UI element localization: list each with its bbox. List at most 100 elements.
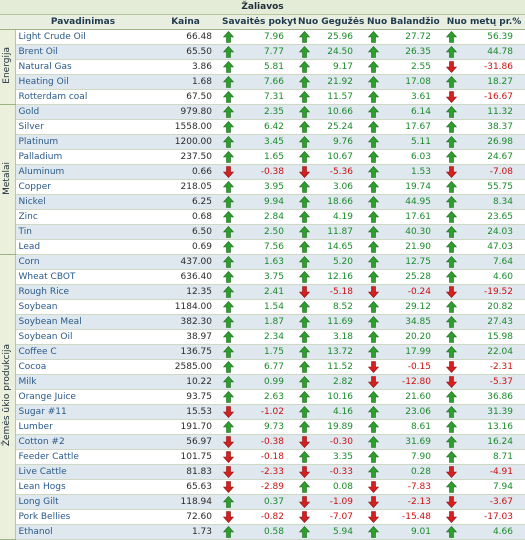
table-row[interactable]: Sugar #11 15.53 -1.02 4.16 23.06 31.39 [0,404,525,420]
since-april-cell[interactable]: 40.30 [365,224,443,240]
since-may-cell[interactable]: 14.65 [296,239,365,255]
week-change-cell[interactable]: 6.77 [220,359,296,375]
ytd-cell[interactable]: 11.32 [443,104,525,120]
since-may-cell[interactable]: 21.92 [296,74,365,90]
week-change-cell[interactable]: -2.89 [220,479,296,495]
table-row[interactable]: Palladium 237.50 1.65 10.67 6.03 24.67 [0,149,525,165]
week-change-cell[interactable]: 2.50 [220,224,296,240]
ytd-cell[interactable]: 55.75 [443,179,525,195]
since-april-cell[interactable]: 0.28 [365,464,443,480]
commodity-name[interactable]: Corn [15,254,151,270]
commodity-price[interactable]: 1558.00 [151,119,220,135]
commodity-price[interactable]: 0.66 [151,164,220,180]
commodity-price[interactable]: 1184.00 [151,299,220,315]
since-april-cell[interactable]: 2.55 [365,59,443,75]
header-ytd[interactable]: Nuo metų pr.% [443,15,525,30]
table-row[interactable]: Pork Bellies 72.60 -0.82 -7.07 -15.48 -17.03 [0,509,525,525]
week-change-cell[interactable]: -0.18 [220,449,296,465]
since-april-cell[interactable]: 1.53 [365,164,443,180]
table-row[interactable]: Žemės ūkio produkcija Corn 437.00 1.63 5.20 1… [0,254,525,540]
week-change-cell[interactable]: 1.87 [220,314,296,330]
commodity-name[interactable]: Soybean Meal [15,314,151,330]
since-may-cell[interactable]: -5.36 [296,164,365,180]
since-april-cell[interactable]: -0.24 [365,284,443,300]
week-change-cell[interactable]: 9.94 [220,194,296,210]
since-april-cell[interactable]: 25.28 [365,269,443,285]
commodity-name[interactable]: Feeder Cattle [15,449,151,465]
since-april-cell[interactable]: 27.72 [365,29,443,45]
ytd-cell[interactable]: 16.24 [443,434,525,450]
since-april-cell[interactable]: 29.12 [365,299,443,315]
commodity-name[interactable]: Lumber [15,419,151,435]
ytd-cell[interactable]: 18.27 [443,74,525,90]
ytd-cell[interactable]: 13.16 [443,419,525,435]
ytd-cell[interactable]: 4.60 [443,269,525,285]
since-may-cell[interactable]: 2.82 [296,374,365,390]
since-april-cell[interactable]: 19.74 [365,179,443,195]
since-may-cell[interactable]: 18.66 [296,194,365,210]
since-april-cell[interactable]: 17.99 [365,344,443,360]
commodity-name[interactable]: Lean Hogs [15,479,151,495]
ytd-cell[interactable]: 8.34 [443,194,525,210]
ytd-cell[interactable]: 31.39 [443,404,525,420]
ytd-cell[interactable]: -17.03 [443,509,525,525]
header-since-may[interactable]: Nuo Gegužės % [296,15,365,30]
since-april-cell[interactable]: 12.75 [365,254,443,270]
since-may-cell[interactable]: 25.24 [296,119,365,135]
commodity-price[interactable]: 3.86 [151,59,220,75]
since-may-cell[interactable]: 11.87 [296,224,365,240]
commodity-price[interactable]: 93.75 [151,389,220,405]
table-row[interactable]: Platinum 1200.00 3.45 9.76 5.11 26.98 [0,134,525,150]
commodity-price[interactable]: 10.22 [151,374,220,390]
commodity-price[interactable]: 65.63 [151,479,220,495]
week-change-cell[interactable]: 7.56 [220,239,296,255]
since-april-cell[interactable]: 7.90 [365,449,443,465]
since-may-cell[interactable]: -5.18 [296,284,365,300]
commodity-price[interactable]: 136.75 [151,344,220,360]
commodity-name[interactable]: Long Gilt [15,494,151,510]
week-change-cell[interactable]: 5.81 [220,59,296,75]
week-change-cell[interactable]: 6.42 [220,119,296,135]
commodity-price[interactable]: 2585.00 [151,359,220,375]
commodity-price[interactable]: 218.05 [151,179,220,195]
since-april-cell[interactable]: 17.61 [365,209,443,225]
table-row[interactable]: Rotterdam coal 67.50 7.31 11.57 3.61 -16.67 [0,89,525,105]
since-april-cell[interactable]: 21.90 [365,239,443,255]
table-row[interactable]: Lean Hogs 65.63 -2.89 0.08 -7.83 7.94 [0,479,525,495]
ytd-cell[interactable]: 7.94 [443,479,525,495]
commodity-name[interactable]: Live Cattle [15,464,151,480]
commodity-price[interactable]: 636.40 [151,269,220,285]
table-row[interactable]: Heating Oil 1.68 7.66 21.92 17.08 18.27 [0,74,525,90]
commodity-name[interactable]: Rotterdam coal [15,89,151,105]
commodity-name[interactable]: Coffee C [15,344,151,360]
ytd-cell[interactable]: 47.03 [443,239,525,255]
week-change-cell[interactable]: -0.38 [220,434,296,450]
since-april-cell[interactable]: -15.48 [365,509,443,525]
since-april-cell[interactable]: 26.35 [365,44,443,60]
ytd-cell[interactable]: -7.08 [443,164,525,180]
ytd-cell[interactable]: -5.37 [443,374,525,390]
commodity-price[interactable]: 81.83 [151,464,220,480]
commodity-price[interactable]: 191.70 [151,419,220,435]
commodity-name[interactable]: Copper [15,179,151,195]
week-change-cell[interactable]: 2.84 [220,209,296,225]
commodity-price[interactable]: 38.97 [151,329,220,345]
commodity-price[interactable]: 237.50 [151,149,220,165]
since-may-cell[interactable]: 11.57 [296,89,365,105]
table-row[interactable]: Natural Gas 3.86 5.81 9.17 2.55 -31.86 [0,59,525,75]
ytd-cell[interactable]: 23.65 [443,209,525,225]
ytd-cell[interactable]: 56.39 [443,29,525,45]
table-row[interactable]: Aluminum 0.66 -0.38 -5.36 1.53 -7.08 [0,164,525,180]
table-row[interactable]: Zinc 0.68 2.84 4.19 17.61 23.65 [0,209,525,225]
table-row[interactable]: Cotton #2 56.97 -0.38 -0.30 31.69 16.24 [0,434,525,450]
since-may-cell[interactable]: 5.94 [296,524,365,540]
since-april-cell[interactable]: 8.61 [365,419,443,435]
since-april-cell[interactable]: 9.01 [365,524,443,540]
since-may-cell[interactable]: 24.50 [296,44,365,60]
table-row[interactable]: Cocoa 2585.00 6.77 11.52 -0.15 -2.31 [0,359,525,375]
since-may-cell[interactable]: 11.52 [296,359,365,375]
commodity-price[interactable]: 12.35 [151,284,220,300]
since-april-cell[interactable]: 20.20 [365,329,443,345]
since-april-cell[interactable]: 6.14 [365,104,443,120]
commodity-price[interactable]: 1.68 [151,74,220,90]
